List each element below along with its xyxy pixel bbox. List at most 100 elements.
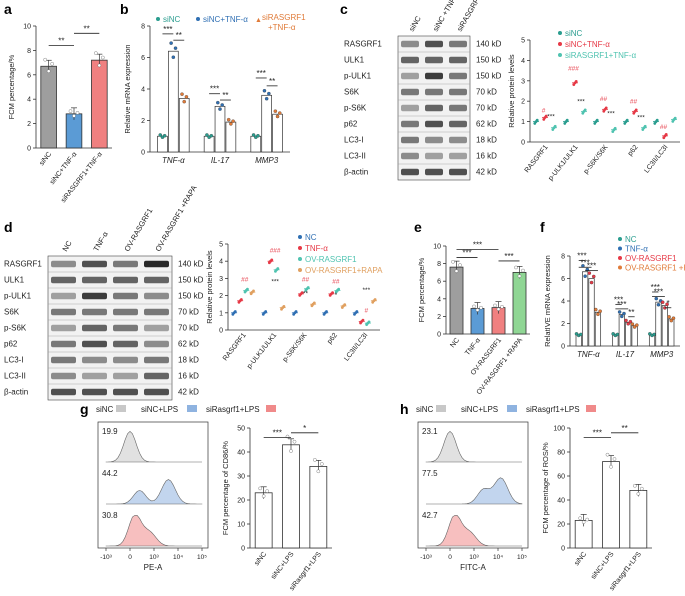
panel-a-y-tick-label: 10: [23, 24, 31, 31]
panel-a-y-tick-label: 2: [27, 121, 31, 128]
panel-e-point: [472, 304, 476, 309]
panel-d-blot-band: [51, 340, 76, 348]
panel-d-blot-band: [144, 292, 169, 300]
panel-c-blot-band: [401, 168, 419, 176]
panel-c-blot-kd: 18 kD: [476, 135, 497, 144]
panel-c-blot-label: S6K: [344, 87, 360, 96]
panel-f-point: [656, 303, 661, 307]
panel-b-legend-marker: [156, 17, 160, 21]
panel-d-point: [373, 298, 377, 301]
panel-b-point: [262, 89, 267, 93]
panel-g-histogram: [106, 479, 203, 505]
panel-h-histogram-tick-label: 10⁵: [517, 554, 527, 561]
panel-g-histogram-value: 19.9: [102, 427, 118, 436]
panel-g-histogram: [105, 430, 202, 463]
panel-b-point: [229, 122, 233, 126]
panel-d-blot-label: LC3-I: [4, 355, 24, 364]
panel-b-bar: [272, 113, 283, 153]
panel-a-y-tick-label: 8: [27, 48, 31, 55]
panel-b-point: [169, 41, 173, 45]
panel-letter-f: f: [540, 219, 545, 235]
panel-d-sig-label: ***: [363, 287, 371, 294]
panel-d-sig-label: ##: [332, 278, 340, 285]
panel-e-point: [479, 305, 483, 310]
panel-d-blot-band: [113, 292, 138, 300]
panel-d-y-tick-label: 0: [219, 328, 223, 335]
panel-d-blot-band: [144, 356, 169, 364]
panel-g-legend-label: siNC: [96, 405, 114, 414]
panel-f-x-tick-label: TNF-α: [577, 350, 600, 359]
panel-b-sig-label: ***: [163, 25, 172, 34]
panel-f-point: [583, 274, 587, 278]
panel-d-blot-kd: 150 kD: [178, 275, 204, 284]
panel-c-blot-band: [401, 136, 419, 144]
panel-h-y-tick-label: 60: [557, 474, 565, 481]
panel-g-histogram-tick-label: 10⁴: [173, 554, 183, 561]
panel-c-y-tick-label: 3: [521, 78, 525, 85]
panel-d-blot-band: [82, 388, 107, 396]
panel-b-x-tick-label: MMP3: [255, 156, 279, 165]
panel-d-point: [306, 286, 310, 289]
panel-d-blot-band: [113, 356, 138, 364]
panel-b-x-tick-label: TNF-α: [162, 156, 185, 165]
panel-g-point: [261, 494, 266, 498]
panel-h-legend-label: siNC+LPS: [461, 405, 498, 414]
panel-c-y-tick-label: 2: [521, 99, 525, 106]
panel-c-sig-label: #: [542, 107, 546, 114]
panel-h-legend-label: siNC: [416, 405, 434, 414]
panel-g-sig-label: *: [303, 424, 306, 433]
panel-h-histogram-tick-label: 10⁴: [493, 554, 503, 561]
panel-d-point: [246, 287, 249, 291]
panel-b-point: [218, 107, 222, 111]
panel-c-lane-label: siRASGRF1 +TNF-α: [455, 0, 497, 33]
panel-d-blot-band: [51, 276, 76, 284]
panel-h-bar: [602, 461, 620, 549]
panel-h-x-tick-label: siNC+LPS: [590, 551, 616, 581]
panel-d-legend-marker: [298, 257, 302, 261]
panel-a-point: [94, 51, 98, 55]
panel-h-histogram: [425, 430, 522, 463]
panel-c-blot-band: [401, 88, 419, 96]
panel-b-sig-label: ***: [210, 85, 219, 94]
panel-f-point: [598, 309, 602, 313]
panel-d-x-tick-label: p62: [326, 332, 339, 346]
panel-letter-h: h: [400, 401, 409, 417]
panel-c-point: [535, 118, 539, 122]
panel-g-x-tick-label: siNC+LPS: [270, 551, 296, 581]
panel-f-sig-label: ***: [654, 288, 663, 297]
panel-d-point: [239, 298, 243, 301]
panel-c-blot-band: [449, 136, 467, 144]
panel-g-x-tick-label: siNC: [253, 551, 268, 567]
panel-d-blot-band: [82, 340, 107, 348]
panel-f-legend-marker: [618, 246, 622, 251]
panel-h-histogram-value: 23.1: [422, 427, 438, 436]
panel-e-y-tick-label: 0: [437, 332, 441, 339]
panel-h-point: [640, 486, 644, 491]
panel-c-blot-label: ULK1: [344, 55, 365, 64]
panel-d-y-axis-title: Relative protein levels: [205, 250, 214, 324]
panel-f-y-tick-label: 0: [561, 344, 565, 351]
panel-g-legend-swatch: [266, 405, 276, 412]
panel-c-x-tick-label: RASGRF1: [524, 144, 550, 174]
panel-b-point: [275, 114, 280, 119]
panel-d-blot-label: ULK1: [4, 275, 25, 284]
panel-e-y-tick-label: 6: [437, 279, 441, 286]
panel-f-y-tick-label: 2: [561, 321, 565, 328]
panel-f-point: [660, 300, 665, 305]
panel-b-point: [173, 46, 178, 50]
panel-h-bar: [629, 489, 648, 549]
panel-g-point: [265, 489, 269, 493]
panel-f-legend-label: OV-RASGRF1: [625, 254, 677, 263]
panel-c-sig-label: ##: [630, 98, 638, 105]
panel-d-point: [264, 310, 268, 313]
panel-b-point: [158, 133, 162, 137]
panel-e-point: [458, 263, 462, 267]
panel-g-legend-swatch: [116, 405, 126, 412]
panel-c-legend-marker: [558, 42, 562, 46]
panel-f-point: [671, 316, 676, 320]
panel-e-point: [514, 265, 518, 270]
panel-c-blot-band: [449, 56, 467, 64]
panel-h-histogram-x-title: FITC-A: [460, 563, 486, 572]
panel-c-point: [634, 108, 638, 112]
